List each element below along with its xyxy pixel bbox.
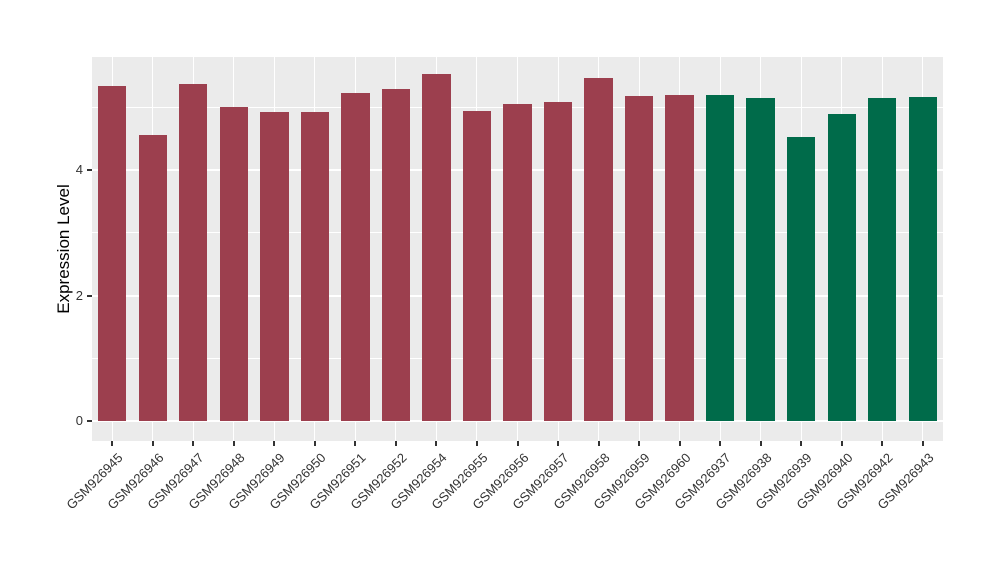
bar-GSM926937 <box>705 95 735 421</box>
x-tick-mark <box>921 441 924 446</box>
plot-panel <box>92 57 943 441</box>
bar-GSM926958 <box>584 78 613 421</box>
x-tick-mark <box>840 441 843 446</box>
bar-GSM926957 <box>543 102 573 421</box>
bar-GSM926959 <box>624 95 654 421</box>
bar-GSM926940 <box>827 114 856 421</box>
x-tick-mark <box>111 441 114 446</box>
x-tick-mark <box>597 441 600 446</box>
x-tick-mark <box>394 441 397 446</box>
bar-GSM926939 <box>786 136 816 421</box>
x-tick-mark <box>232 441 235 446</box>
x-tick-mark <box>516 441 519 446</box>
x-tick-mark <box>881 441 884 446</box>
y-tick-label: 4 <box>75 162 83 177</box>
bar-GSM926938 <box>746 98 775 421</box>
x-tick-mark <box>719 441 722 446</box>
x-tick-mark <box>638 441 641 446</box>
x-tick-mark <box>435 441 438 446</box>
y-tick-mark <box>87 294 92 297</box>
y-tick-label: 0 <box>75 413 83 428</box>
x-tick-mark <box>151 441 154 446</box>
bar-GSM926948 <box>219 107 248 421</box>
bar-GSM926949 <box>260 111 289 421</box>
x-tick-mark <box>475 441 478 446</box>
bar-GSM926956 <box>503 104 532 421</box>
bar-GSM926945 <box>98 85 127 421</box>
x-tick-mark <box>192 441 195 446</box>
y-tick-mark <box>87 169 92 171</box>
bar-GSM926947 <box>179 84 208 421</box>
bar-GSM926943 <box>908 97 937 421</box>
bar-GSM926951 <box>341 92 370 421</box>
x-tick-mark <box>759 441 762 446</box>
bar-GSM926960 <box>665 95 694 421</box>
y-tick-label: 2 <box>75 287 83 303</box>
bar-GSM926955 <box>462 111 492 421</box>
bar-GSM926952 <box>381 89 411 421</box>
x-tick-mark <box>273 441 276 446</box>
x-tick-mark <box>557 441 560 446</box>
bar-GSM926950 <box>300 111 330 421</box>
bar-GSM926946 <box>138 134 167 421</box>
x-tick-mark <box>313 441 316 446</box>
bar-GSM926942 <box>868 98 897 421</box>
x-tick-mark <box>800 441 803 446</box>
bar-GSM926954 <box>422 73 451 421</box>
x-tick-mark <box>678 441 681 446</box>
x-tick-mark <box>354 441 357 446</box>
y-tick-mark <box>87 420 92 422</box>
